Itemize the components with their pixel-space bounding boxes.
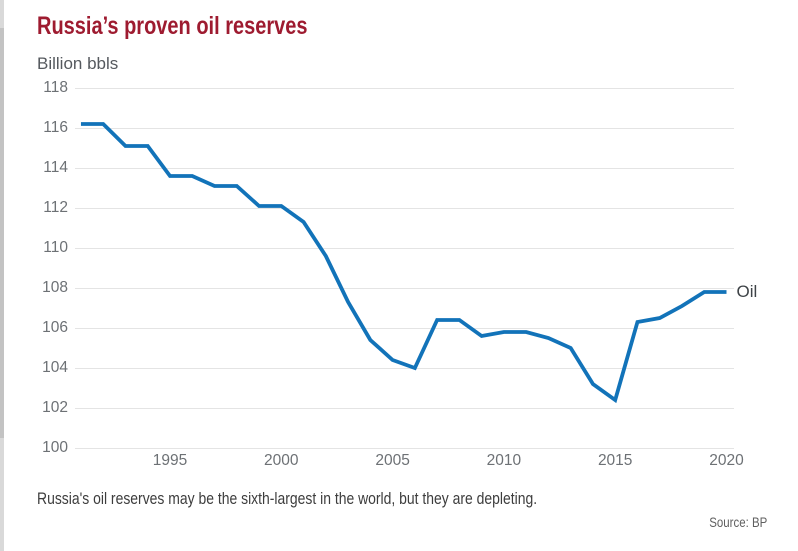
x-tick-label-2015: 2015 [597,452,633,469]
page-edge-strip [0,0,4,551]
y-gridline-108 [75,288,734,289]
chart-caption: Russia's oil reserves may be the sixth-l… [37,489,538,508]
y-gridline-116 [75,128,734,129]
chart-source: Source: BP [708,515,767,530]
x-tick-label-2010: 2010 [486,452,522,469]
y-gridline-112 [75,208,734,209]
y-gridline-114 [75,168,734,169]
chart-unit-label: Billion bbls [37,54,119,73]
x-tick-label-2005: 2005 [375,452,410,469]
y-gridline-106 [75,328,734,329]
chart-title: Russia’s proven oil reserves [37,12,308,40]
y-tick-label-112: 112 [43,199,68,216]
scrollbar-thumb [0,28,4,438]
y-gridline-102 [75,408,734,409]
y-gridline-118 [75,88,734,89]
x-tick-label-2000: 2000 [264,452,299,469]
y-gridline-110 [75,248,734,249]
y-tick-label-108: 108 [42,279,68,296]
y-gridline-104 [75,368,734,369]
x-tick-label-2020: 2020 [709,452,744,469]
y-tick-label-116: 116 [43,119,68,136]
y-tick-label-114: 114 [43,159,68,176]
x-tick-label-1995: 1995 [152,452,188,469]
y-tick-label-104: 104 [42,359,68,376]
y-gridline-100 [75,448,734,449]
y-tick-label-106: 106 [42,319,68,336]
series-label-oil: Oil [736,282,758,301]
y-tick-label-110: 110 [43,239,68,256]
y-tick-label-102: 102 [42,399,68,416]
oil-series-line [80,122,727,404]
y-tick-label-118: 118 [43,79,68,96]
y-tick-label-100: 100 [42,439,68,456]
